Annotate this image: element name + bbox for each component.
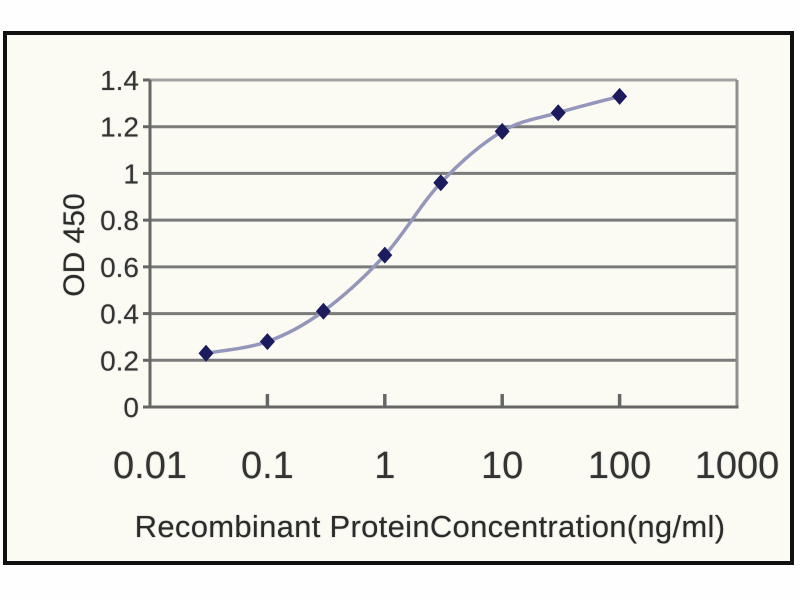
y-tick-label: 0.6 [100,252,139,283]
data-point-marker [494,122,510,140]
y-tick-label: 1.2 [100,112,139,143]
data-point-marker [550,104,566,122]
y-tick-label: 0.8 [100,205,139,236]
y-tick-label: 0 [123,392,139,423]
data-point-marker [315,302,331,320]
y-axis-title: OD 450 [58,193,91,297]
series-line [205,94,621,356]
data-point-marker [377,246,393,264]
data-point-marker [612,87,628,105]
x-tick-label: 1 [374,445,395,487]
chart-frame [3,31,794,565]
x-tick-label: 1000 [695,445,780,487]
data-point-marker [198,344,214,362]
y-tick-label: 1.4 [100,65,139,96]
y-tick-label: 1 [123,158,139,189]
x-tick-label: 0.1 [241,445,294,487]
data-point-marker [259,333,275,351]
y-tick-label: 0.2 [100,345,139,376]
x-tick-label: 100 [588,445,651,487]
x-tick-label: 0.01 [113,445,187,487]
y-tick-label: 0.4 [100,299,139,330]
x-tick-label: 10 [481,445,523,487]
data-point-marker [433,174,449,192]
x-axis-title: Recombinant ProteinConcentration(ng/ml) [134,509,726,544]
